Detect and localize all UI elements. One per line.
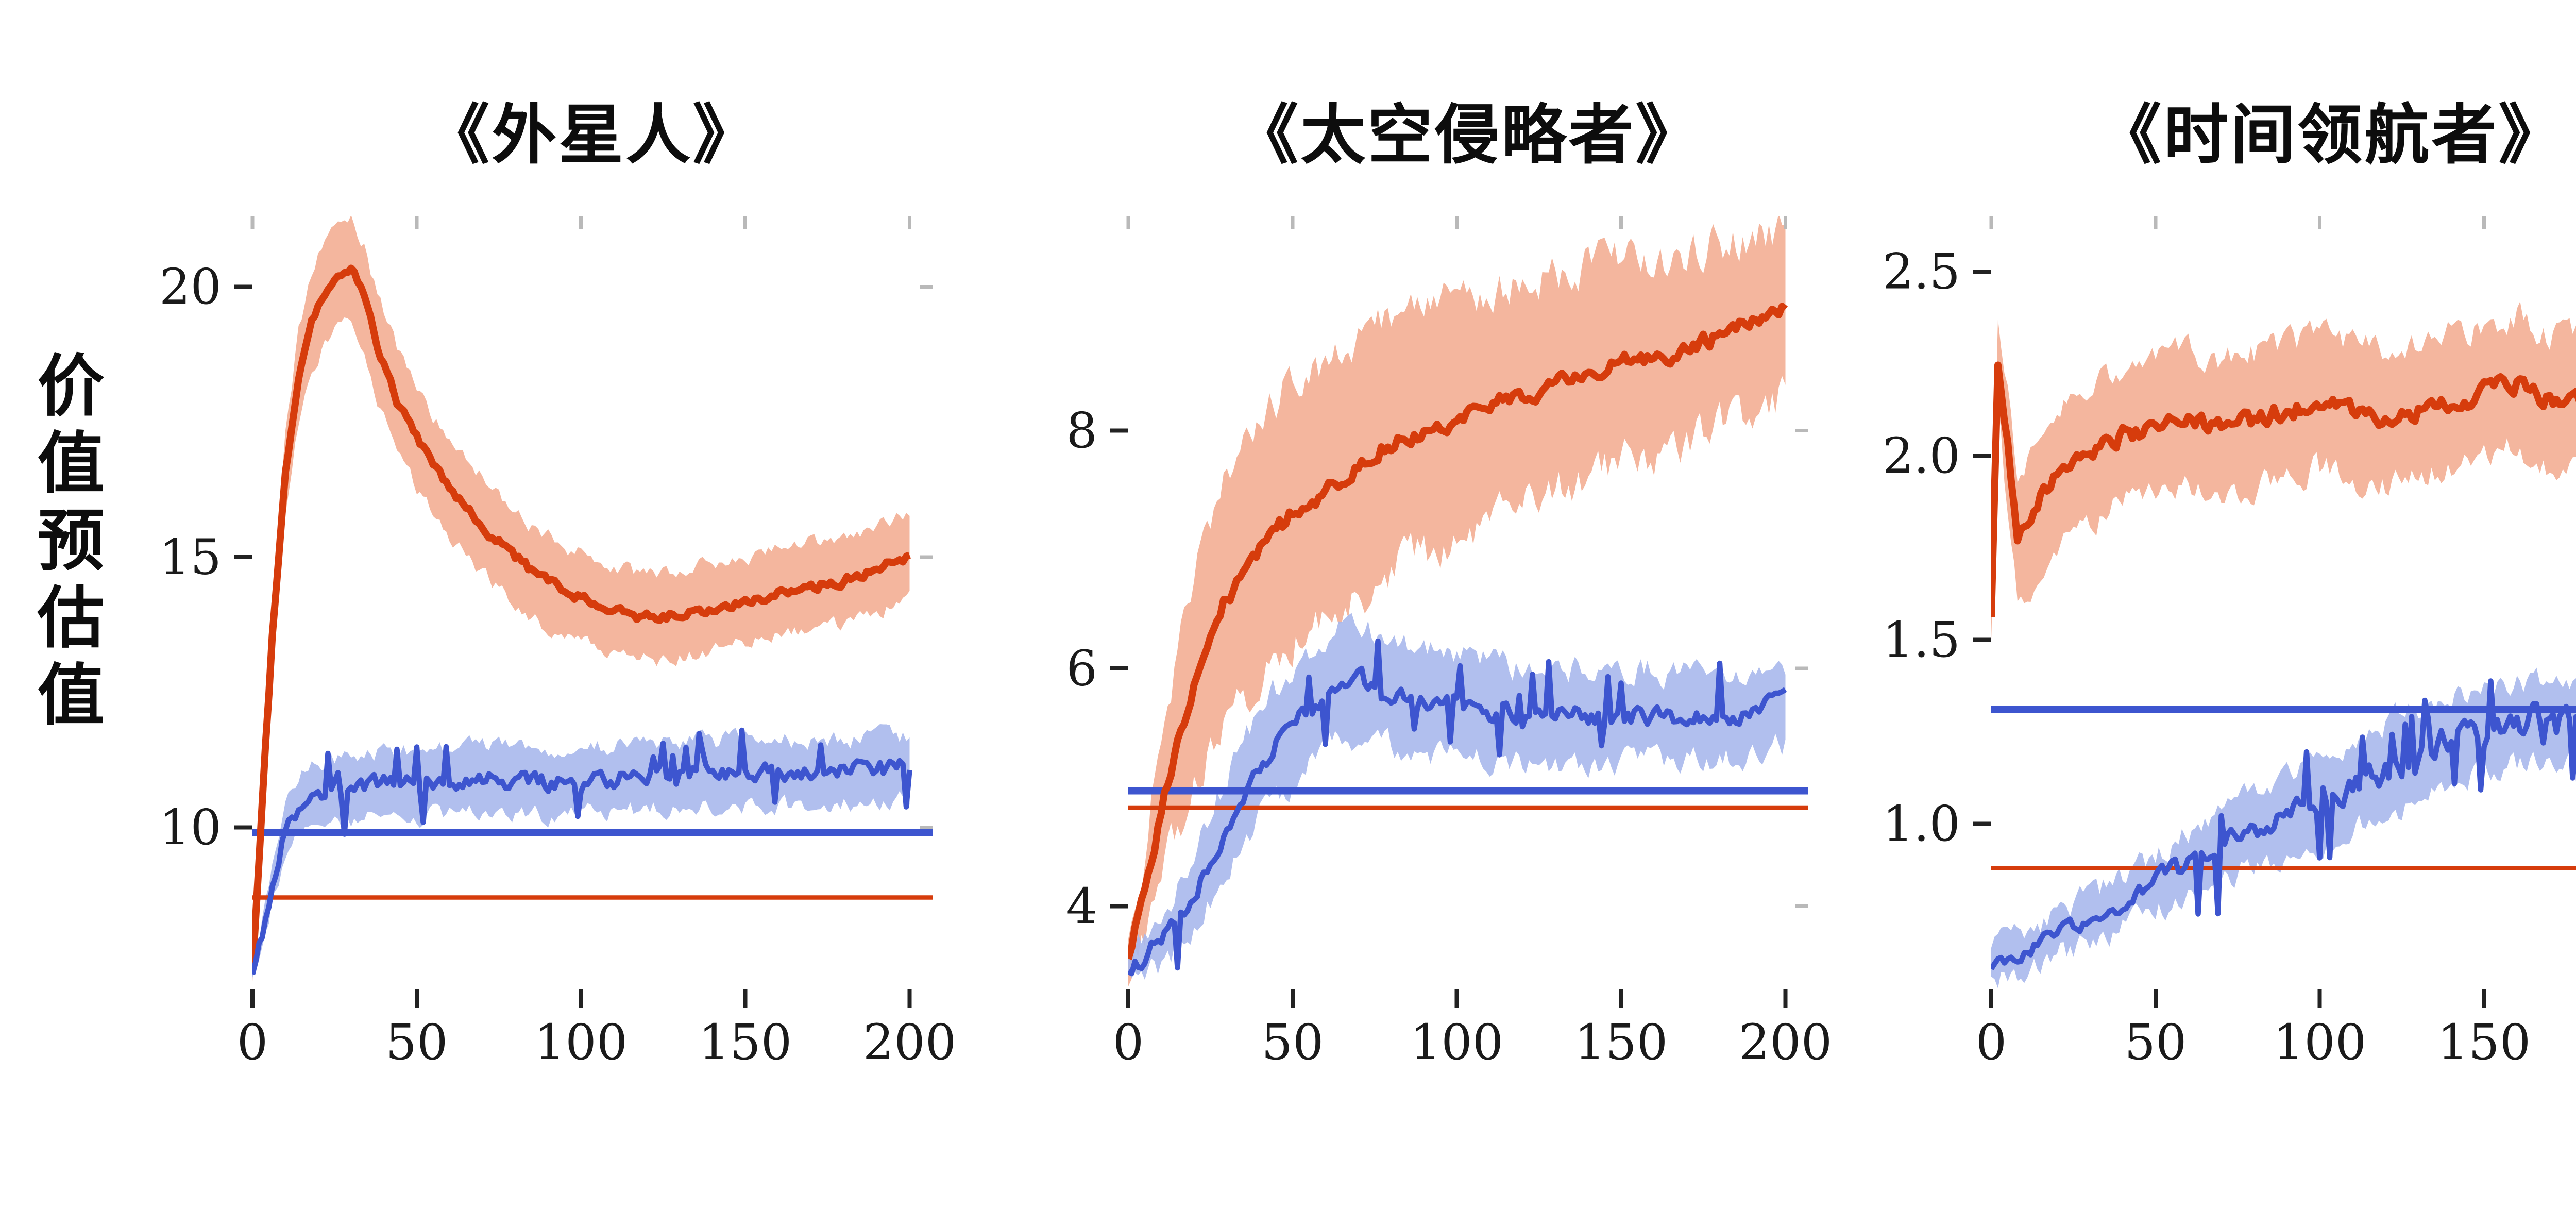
panel-space-invaders: 0 50 100 150 200 4 6 8 <box>948 191 1834 1149</box>
svg-text:8: 8 <box>1066 402 1097 459</box>
svg-text:0: 0 <box>1976 1014 2007 1071</box>
svg-text:150: 150 <box>1574 1014 1668 1071</box>
panel-title-time-pilot: 《时间领航者》 <box>2096 100 2566 173</box>
svg-text:2.0: 2.0 <box>1883 428 1960 484</box>
svg-text:150: 150 <box>2437 1014 2531 1071</box>
panel-title-space-invaders: 《太空侵略者》 <box>1233 100 1703 173</box>
svg-text:100: 100 <box>1410 1014 1503 1071</box>
svg-text:0: 0 <box>237 1014 268 1071</box>
svg-text:50: 50 <box>1262 1014 1324 1071</box>
svg-text:20: 20 <box>159 259 222 315</box>
svg-text:200: 200 <box>863 1014 956 1071</box>
svg-text:100: 100 <box>534 1014 628 1071</box>
svg-text:4: 4 <box>1066 878 1097 935</box>
svg-text:6: 6 <box>1066 641 1097 697</box>
plot-space-invaders: 0 50 100 150 200 4 6 8 <box>948 191 1834 1162</box>
svg-text:2.5: 2.5 <box>1883 244 1960 300</box>
svg-text:15: 15 <box>159 529 222 586</box>
svg-text:150: 150 <box>699 1014 792 1071</box>
svg-text:10: 10 <box>159 799 222 856</box>
plot-alien: 0 50 100 150 200 10 15 20 <box>72 191 958 1162</box>
svg-text:100: 100 <box>2273 1014 2366 1071</box>
svg-text:0: 0 <box>1113 1014 1144 1071</box>
svg-text:1.0: 1.0 <box>1883 796 1960 852</box>
svg-text:50: 50 <box>386 1014 448 1071</box>
svg-text:1.5: 1.5 <box>1883 612 1960 668</box>
panel-title-alien: 《外星人》 <box>425 100 760 173</box>
svg-text:50: 50 <box>2125 1014 2187 1071</box>
svg-text:200: 200 <box>1739 1014 1832 1071</box>
panel-alien: 0 50 100 150 200 10 15 20 <box>72 191 958 1149</box>
y-axis-label: 价值预估值 <box>28 350 106 737</box>
